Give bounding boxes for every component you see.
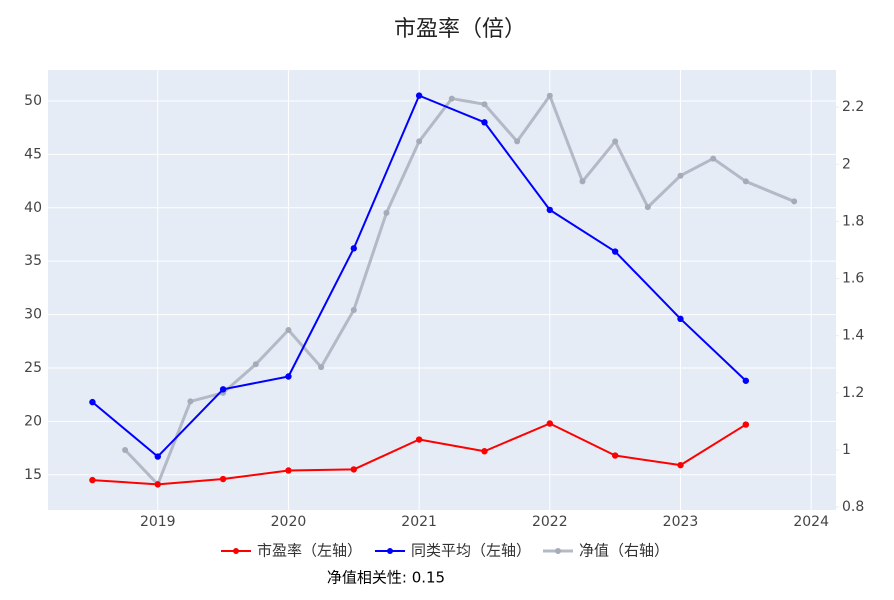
point [383,209,390,216]
point [350,307,357,313]
point [219,475,227,483]
y2-tick-label: 1.6 [842,271,864,287]
y2-tick-label: 1.2 [842,385,864,401]
y-tick-label: 30 [24,307,42,323]
point [415,92,423,99]
point [285,373,292,380]
y2-tick-label: 1.4 [842,328,864,344]
legend-label: 同类平均（左轴） [411,542,531,560]
y2-tick-label: 2.2 [842,99,864,115]
point [514,138,521,145]
point [89,398,96,406]
point [122,447,129,453]
x-tick-label: 2022 [532,514,568,530]
y2-tick-label: 2 [842,156,851,172]
point [154,453,161,460]
legend-marker [387,548,393,554]
point [481,119,488,126]
point [350,466,357,473]
y-tick-label: 40 [24,200,42,216]
y-tick-label: 45 [24,146,42,162]
point [579,178,586,185]
y-tick-label: 20 [24,413,42,429]
x-tick-label: 2019 [140,514,176,530]
point [677,172,684,179]
point [285,327,292,333]
point [742,421,750,428]
point [546,420,554,427]
point [791,198,798,205]
point [742,377,750,384]
point [677,461,684,469]
x-tick-label: 2024 [793,514,829,530]
annotation: 净值相关性: 0.15 [327,569,445,587]
point [644,204,651,211]
point [742,178,749,185]
point [611,452,619,459]
point [546,206,554,214]
y-tick-label: 25 [24,360,42,376]
point [677,315,684,323]
point [252,361,259,368]
point [318,364,325,371]
point [285,467,292,474]
y2-tick-label: 1 [842,442,851,458]
y-tick-label: 35 [24,253,42,269]
point [481,448,488,455]
point [710,155,717,162]
legend-label: 市盈率（左轴） [257,542,362,560]
point [89,476,96,484]
legend-label: 净值（右轴） [579,542,669,560]
legend-marker [555,548,561,554]
point [546,92,553,99]
chart-title: 市盈率（倍） [394,17,526,42]
x-tick-label: 2020 [271,514,307,530]
point [415,436,423,443]
legend-marker [233,548,239,554]
point [612,138,619,145]
plot-area [48,70,836,510]
point [611,248,619,255]
y2-tick-label: 1.8 [842,213,864,229]
point [481,101,488,108]
y2-tick-label: 0.8 [842,499,864,515]
point [448,95,455,102]
point [416,138,423,145]
point [154,481,161,488]
y-tick-label: 15 [24,467,42,483]
point [350,245,357,252]
point [219,386,227,393]
x-tick-label: 2023 [663,514,699,530]
y-tick-label: 50 [24,93,42,109]
point [187,398,194,405]
x-tick-label: 2021 [401,514,437,530]
